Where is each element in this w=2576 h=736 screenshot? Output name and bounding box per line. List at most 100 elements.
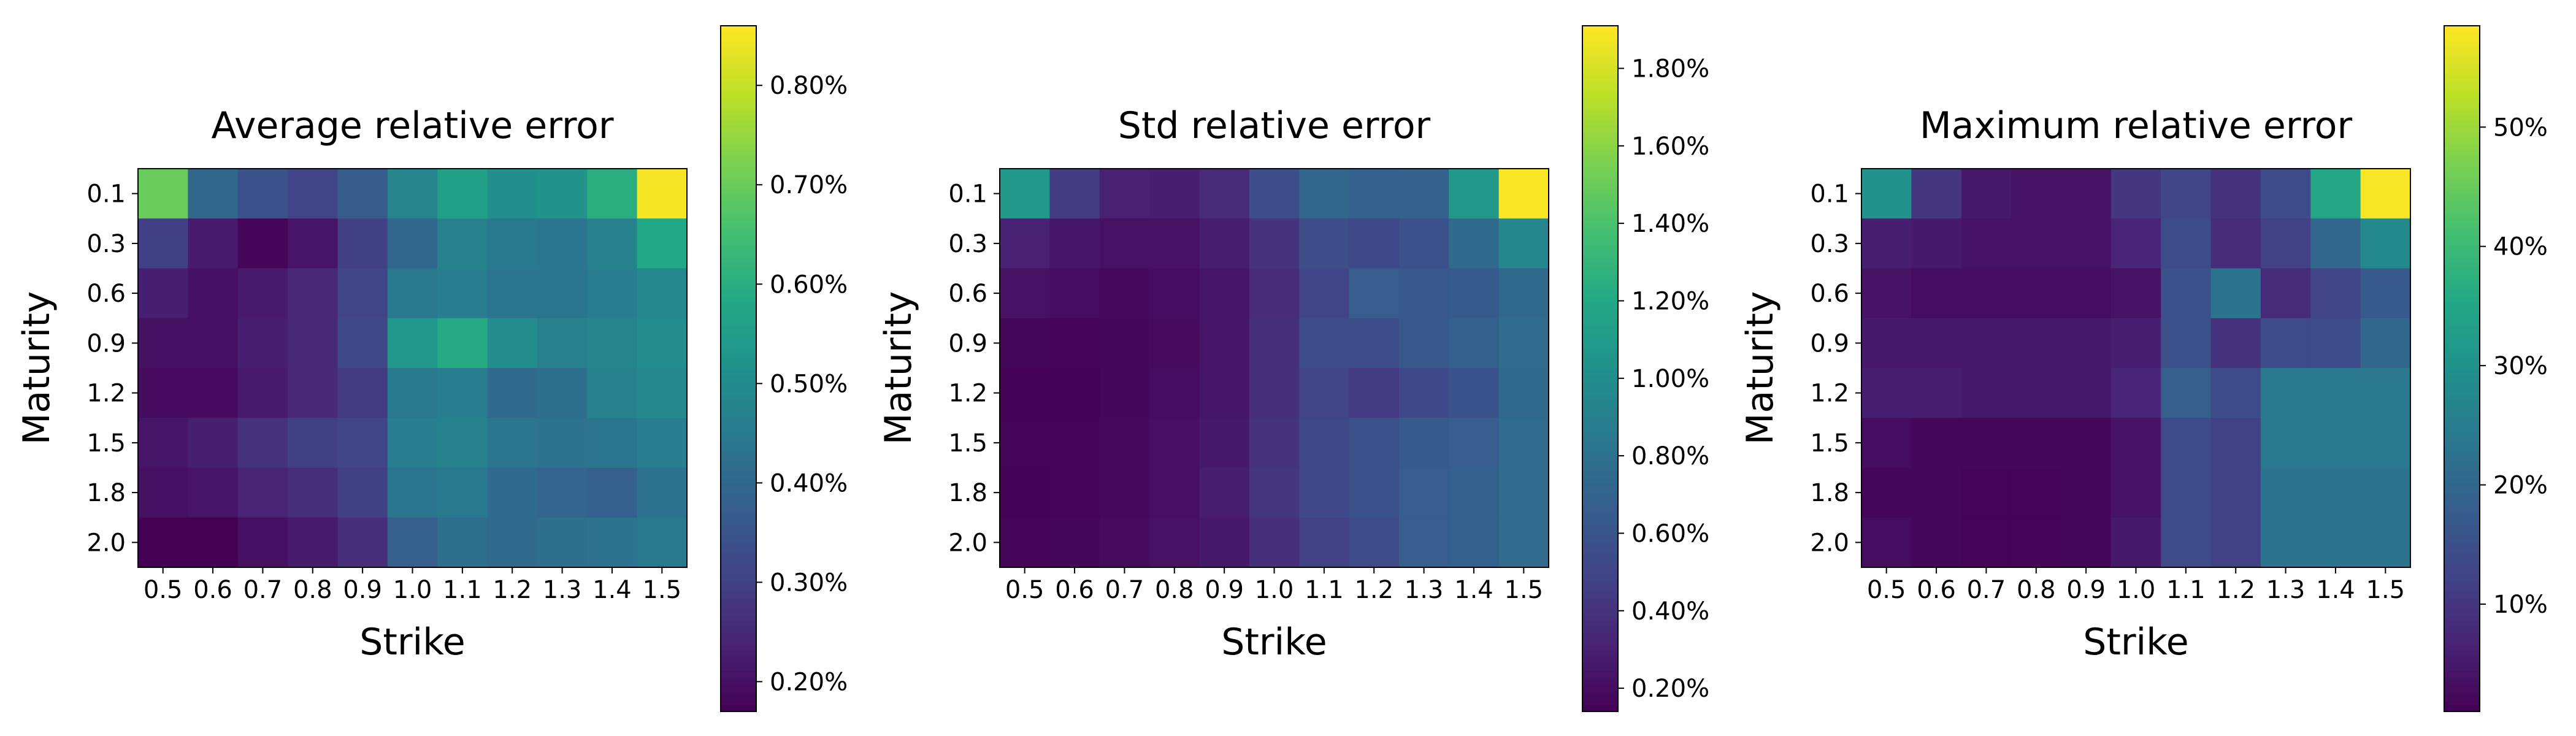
colorbar-segment <box>2444 132 2480 136</box>
colorbar-segment <box>721 639 756 643</box>
colorbar-segment <box>721 272 756 277</box>
heatmap-cell <box>1249 418 1300 469</box>
colorbar-segment <box>721 570 756 575</box>
heatmap-cell <box>1498 318 1549 369</box>
colorbar-segment <box>721 327 756 332</box>
x-tick-label: 0.7 <box>1967 576 2006 604</box>
heatmap-cell <box>587 368 638 418</box>
colorbar-segment <box>1582 471 1618 476</box>
colorbar-frame <box>1582 25 1619 712</box>
colorbar-segment <box>2444 680 2480 685</box>
colorbar-segment <box>721 485 756 489</box>
colorbar-segment <box>2444 262 2480 267</box>
colorbar-segment <box>2444 152 2480 157</box>
heatmap-cell <box>1961 268 2012 319</box>
colorbar-segment <box>2444 639 2480 643</box>
colorbar-segment <box>2444 385 2480 390</box>
heatmap-cell <box>2110 318 2161 369</box>
colorbar-segment <box>721 619 756 623</box>
colorbar-segment <box>2444 653 2480 657</box>
colorbar-segment <box>721 186 756 191</box>
colorbar-segment <box>1582 526 1618 531</box>
colorbar-segment <box>1582 296 1618 301</box>
heatmap-cell <box>1961 418 2012 469</box>
colorbar-segment <box>1582 375 1618 380</box>
colorbar-segment <box>721 135 756 140</box>
heatmap-cell <box>387 467 438 518</box>
colorbar-segment <box>2444 434 2480 438</box>
colorbar-segment <box>1582 632 1618 637</box>
colorbar-segment <box>721 293 756 297</box>
colorbar-segment <box>2444 183 2480 188</box>
y-tick-label: 0.6 <box>1810 280 1849 308</box>
heatmap-cell <box>1349 218 1400 269</box>
colorbar-segment <box>1582 228 1618 232</box>
chart-title: Std relative error <box>1118 104 1431 147</box>
colorbar-segment <box>1582 423 1618 427</box>
colorbar-segment <box>721 382 756 386</box>
colorbar-segment <box>721 378 756 383</box>
heatmap-cell <box>1299 467 1350 518</box>
x-tick-label: 1.1 <box>1305 576 1344 604</box>
colorbar-segment <box>721 228 756 232</box>
colorbar-segment <box>1582 259 1618 263</box>
colorbar-segment <box>721 331 756 335</box>
heatmap-cell <box>1149 169 1200 219</box>
heatmap-cell <box>637 318 688 369</box>
heatmap-cell <box>2310 218 2361 269</box>
colorbar-segment <box>721 656 756 661</box>
colorbar-segment <box>1582 680 1618 685</box>
colorbar-segment <box>2444 348 2480 352</box>
colorbar-segment <box>1582 451 1618 455</box>
heatmap-cell <box>537 467 588 518</box>
colorbar-segment <box>721 512 756 517</box>
colorbar-segment <box>1582 611 1618 616</box>
heatmap-cell <box>1449 467 1500 518</box>
heatmap-cell <box>2310 418 2361 469</box>
colorbar-segment <box>2444 224 2480 229</box>
heatmap-cell <box>138 418 188 469</box>
colorbar-segment <box>721 56 756 61</box>
x-tick-label: 1.0 <box>1255 576 1294 604</box>
heatmap-cell <box>138 467 188 518</box>
colorbar-segment <box>721 581 756 585</box>
colorbar-segment <box>2444 382 2480 386</box>
colorbar-segment <box>2444 190 2480 194</box>
colorbar-segment <box>2444 619 2480 623</box>
heatmap-cell <box>1911 418 1962 469</box>
colorbar-segment <box>2444 33 2480 37</box>
heatmap-cell <box>2110 517 2161 568</box>
colorbar-segment <box>721 516 756 520</box>
colorbar-segment <box>1582 502 1618 507</box>
heatmap-cell <box>1449 268 1500 319</box>
heatmap-cell <box>1498 418 1549 469</box>
colorbar-segment <box>721 125 756 129</box>
colorbar-segment <box>1582 53 1618 58</box>
colorbar-segment <box>2444 115 2480 119</box>
colorbar-segment <box>721 46 756 50</box>
colorbar-segment <box>721 334 756 339</box>
colorbar-segment <box>1582 118 1618 123</box>
heatmap-cell <box>1398 318 1449 369</box>
colorbar-segment <box>2444 478 2480 483</box>
heatmap-cell <box>2110 368 2161 418</box>
colorbar-segment <box>1582 622 1618 627</box>
x-tick-label: 1.4 <box>2316 576 2355 604</box>
colorbar-segment <box>1582 458 1618 462</box>
colorbar-segment <box>2444 108 2480 112</box>
colorbar-segment <box>2444 605 2480 610</box>
y-tick-label: 1.2 <box>1810 380 1849 408</box>
heatmap-cell <box>637 169 688 219</box>
colorbar-segment <box>1582 629 1618 634</box>
heatmap-cell <box>487 368 538 418</box>
heatmap-cell <box>1498 268 1549 319</box>
colorbar-segment <box>2444 677 2480 681</box>
heatmap-cell <box>1249 517 1300 568</box>
colorbar-segment <box>721 434 756 438</box>
colorbar-segment <box>721 591 756 596</box>
colorbar-segment <box>721 704 756 709</box>
y-axis-label: Maturity <box>877 291 920 445</box>
y-tick-label: 0.6 <box>948 280 987 308</box>
heatmap-cell <box>2360 517 2411 568</box>
colorbar-segment <box>2444 546 2480 551</box>
